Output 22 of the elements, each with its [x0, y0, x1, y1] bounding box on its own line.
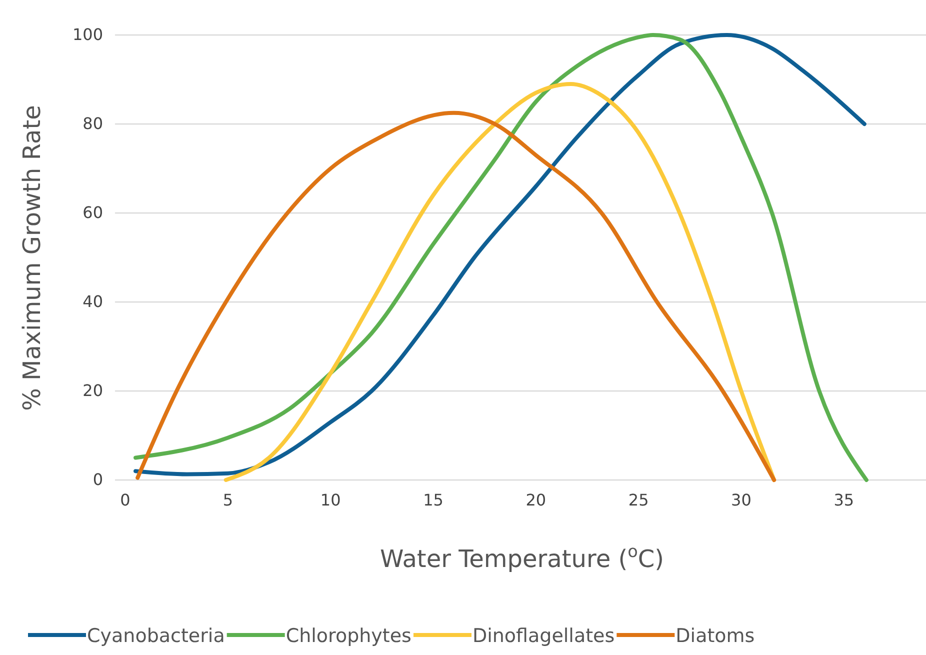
y-tick-label: 20: [82, 381, 103, 400]
x-tick-label: 25: [628, 490, 649, 510]
x-axis-title: Water Temperature ($^{o}$C): [380, 541, 664, 573]
y-tick-label: 40: [82, 292, 103, 312]
x-tick-label: 10: [320, 490, 341, 510]
x-tick-label: 20: [526, 490, 546, 510]
line-series: [224, 82, 776, 482]
x-tick-label: 0: [120, 490, 130, 510]
y-tick-label: 80: [82, 114, 103, 134]
y-tick-label: 100: [72, 25, 103, 44]
x-tick-label: 15: [423, 490, 444, 510]
x-tick-label: 30: [731, 490, 752, 510]
y-axis-title: % Maximum Growth Rate: [18, 105, 46, 411]
legend-label: Cyanobacteria: [87, 625, 225, 647]
y-tick-label: 60: [82, 203, 103, 222]
x-tick-label: 5: [222, 490, 234, 510]
legend-label: Diatoms: [676, 625, 755, 647]
legend-label: Dinoflagellates: [472, 625, 615, 647]
legend-label: Chlorophytes: [286, 625, 412, 647]
y-tick-label: 0: [92, 470, 103, 490]
x-tick-label: 35: [834, 490, 854, 510]
line-series: [136, 110, 776, 482]
